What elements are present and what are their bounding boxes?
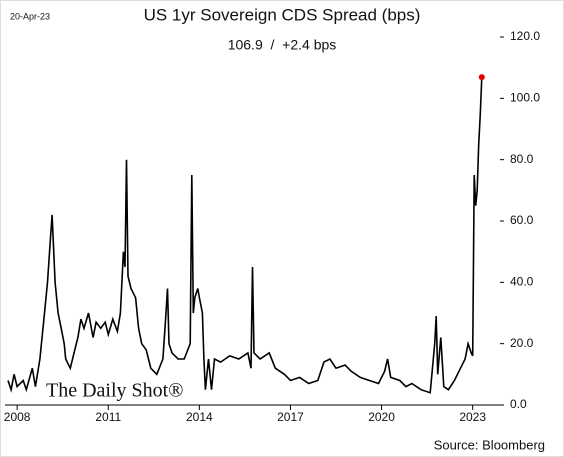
x-tick-label: 2017 [277, 410, 304, 424]
date-label: 20-Apr-23 [10, 11, 50, 21]
x-tick-label: 2014 [186, 410, 213, 424]
chart-title: US 1yr Sovereign CDS Spread (bps) [144, 5, 421, 24]
y-tick-label: 0.0 [510, 397, 527, 411]
series-line [7, 77, 483, 394]
last-point [478, 74, 485, 81]
source: Source: Bloomberg [434, 437, 545, 452]
annotation: 106.9 / +2.4 bps [228, 37, 337, 53]
y-tick-label: 20.0 [510, 336, 534, 350]
y-tick-label: 80.0 [510, 152, 534, 166]
x-tick-label: 2008 [4, 410, 31, 424]
x-tick-label: 2011 [95, 410, 121, 424]
y-tick-label: 40.0 [510, 275, 534, 289]
logo: The Daily Shot® [46, 380, 183, 402]
y-tick-label: 120.0 [510, 29, 540, 43]
x-tick-label: 2023 [459, 410, 486, 424]
y-tick-label: 100.0 [510, 91, 540, 105]
x-tick-label: 2020 [368, 410, 395, 424]
y-tick-label: 60.0 [510, 213, 534, 227]
